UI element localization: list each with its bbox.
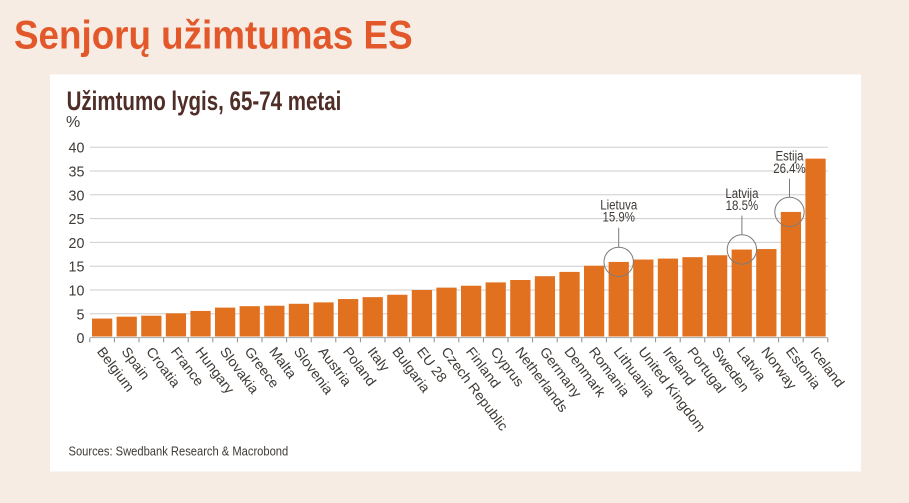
svg-text:Latvija: Latvija xyxy=(725,186,758,201)
svg-text:26.4%: 26.4% xyxy=(773,161,806,176)
svg-text:15: 15 xyxy=(69,259,85,275)
svg-text:0: 0 xyxy=(76,331,84,347)
svg-text:Lietuva: Lietuva xyxy=(600,198,637,213)
svg-text:10: 10 xyxy=(69,283,85,299)
svg-text:30: 30 xyxy=(69,188,85,204)
svg-text:Estija: Estija xyxy=(775,149,803,164)
svg-text:%: % xyxy=(66,114,80,131)
svg-text:5: 5 xyxy=(76,307,84,323)
svg-text:Senjorų užimtumas ES: Senjorų užimtumas ES xyxy=(14,13,413,58)
svg-text:25: 25 xyxy=(69,212,85,228)
svg-text:Sources: Swedbank Research & M: Sources: Swedbank Research & Macrobond xyxy=(69,444,289,459)
svg-text:20: 20 xyxy=(69,236,85,252)
svg-text:15.9%: 15.9% xyxy=(602,210,635,225)
svg-text:40: 40 xyxy=(69,140,85,156)
svg-text:Užimtumo lygis, 65-74 metai: Užimtumo lygis, 65-74 metai xyxy=(67,86,342,116)
svg-text:35: 35 xyxy=(69,164,85,180)
svg-text:18.5%: 18.5% xyxy=(726,198,759,213)
